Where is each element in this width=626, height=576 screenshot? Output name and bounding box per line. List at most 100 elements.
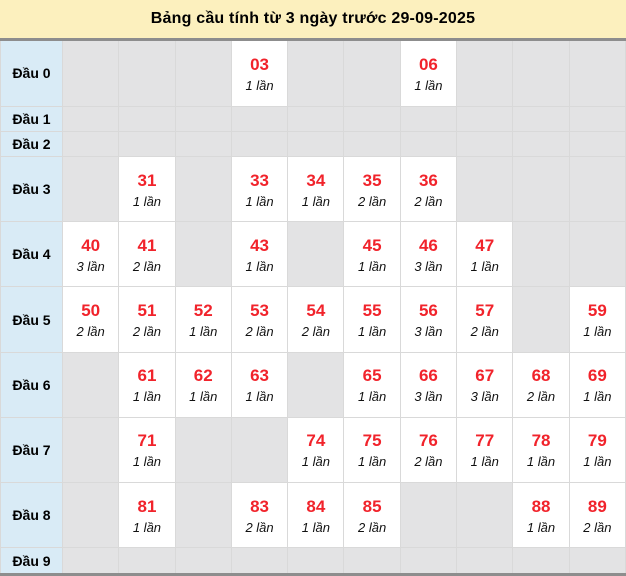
empty-cell	[399, 482, 458, 549]
cell-count: 1 lần	[470, 258, 499, 274]
empty-cell	[343, 39, 401, 107]
number-cell: 66 3 lần	[399, 351, 458, 418]
number-cell: 47 1 lần	[456, 221, 514, 288]
empty-cell	[61, 351, 120, 418]
empty-cell	[61, 105, 120, 132]
empty-cell	[512, 286, 570, 353]
cell-count: 1 lần	[189, 389, 218, 405]
cell-count: 2 lần	[414, 193, 443, 209]
cell-count: 1 lần	[358, 324, 387, 340]
number-cell: 67 3 lần	[456, 351, 514, 418]
number-cell: 78 1 lần	[512, 416, 570, 484]
empty-cell	[174, 416, 232, 484]
number-cell: 36 2 lần	[399, 156, 458, 223]
table-row: Đầu 2	[0, 130, 626, 158]
empty-cell	[230, 416, 289, 484]
row-label: Đầu 2	[0, 130, 63, 158]
number-cell: 83 2 lần	[230, 482, 289, 549]
number-cell: 63 1 lần	[230, 351, 289, 418]
empty-cell	[343, 130, 401, 158]
cell-count: 2 lần	[583, 519, 612, 535]
empty-cell	[174, 105, 232, 132]
row-label: Đầu 0	[0, 39, 63, 107]
cell-number: 53	[250, 301, 269, 321]
empty-cell	[61, 130, 120, 158]
cell-count: 1 lần	[245, 77, 274, 93]
empty-cell	[512, 156, 570, 223]
number-cell: 40 3 lần	[61, 221, 120, 288]
number-cell: 41 2 lần	[118, 221, 176, 288]
cell-count: 3 lần	[414, 389, 443, 405]
number-cell: 75 1 lần	[343, 416, 401, 484]
row-label: Đầu 4	[0, 221, 63, 288]
cell-number: 62	[193, 366, 213, 386]
empty-cell	[512, 130, 570, 158]
cell-number: 45	[362, 235, 382, 255]
empty-cell	[61, 156, 120, 223]
number-cell: 88 1 lần	[512, 482, 570, 549]
cau-table-body: Đầu 0 03 1 lần 06 1 lần Đầu 1 Đầu 2 Đầu 3 31 1 lầ…	[0, 39, 626, 575]
number-cell: 77 1 lần	[456, 416, 514, 484]
cell-number: 83	[250, 496, 269, 516]
number-cell: 84 1 lần	[287, 482, 345, 549]
number-cell: 54 2 lần	[287, 286, 345, 353]
empty-cell	[456, 547, 514, 575]
cell-number: 59	[587, 301, 607, 321]
row-label: Đầu 8	[0, 482, 63, 549]
cell-count: 2 lần	[245, 324, 274, 340]
cell-number: 66	[418, 366, 438, 386]
cell-count: 2 lần	[132, 324, 162, 340]
cell-count: 1 lần	[132, 389, 162, 405]
table-row: Đầu 0 03 1 lần 06 1 lần	[0, 39, 626, 107]
cell-count: 3 lần	[414, 324, 443, 340]
cell-number: 61	[137, 366, 157, 386]
cell-number: 55	[362, 301, 382, 321]
empty-cell	[174, 39, 232, 107]
cell-number: 65	[362, 366, 382, 386]
cell-count: 1 lần	[132, 193, 162, 209]
number-cell: 81 1 lần	[118, 482, 176, 549]
number-cell: 59 1 lần	[568, 286, 626, 353]
cell-number: 68	[531, 366, 551, 386]
empty-cell	[399, 105, 458, 132]
empty-cell	[512, 547, 570, 575]
empty-cell	[118, 39, 176, 107]
empty-cell	[174, 482, 232, 549]
table-row: Đầu 5 50 2 lần 51 2 lần 52 1 lần 53 2 lần 54 2 lần…	[0, 286, 626, 353]
cell-count: 1 lần	[245, 258, 274, 274]
empty-cell	[568, 547, 626, 575]
number-cell: 71 1 lần	[118, 416, 176, 484]
cell-number: 52	[193, 301, 213, 321]
empty-cell	[287, 221, 345, 288]
number-cell: 46 3 lần	[399, 221, 458, 288]
empty-cell	[568, 221, 626, 288]
empty-cell	[174, 221, 232, 288]
cell-count: 1 lần	[132, 519, 162, 535]
empty-cell	[61, 482, 120, 549]
empty-cell	[287, 547, 345, 575]
cell-number: 31	[137, 170, 157, 190]
cell-number: 35	[362, 170, 382, 190]
cell-count: 1 lần	[358, 258, 387, 274]
cell-count: 1 lần	[583, 389, 612, 405]
cell-count: 3 lần	[414, 258, 443, 274]
cell-number: 88	[531, 496, 551, 516]
row-label: Đầu 9	[0, 547, 63, 575]
cell-number: 57	[475, 301, 495, 321]
cell-count: 1 lần	[358, 454, 387, 470]
cell-number: 06	[418, 54, 438, 74]
cell-number: 67	[475, 366, 495, 386]
row-label: Đầu 1	[0, 105, 63, 132]
empty-cell	[174, 547, 232, 575]
cell-count: 1 lần	[470, 454, 499, 470]
cell-number: 74	[306, 431, 326, 451]
cell-count: 3 lần	[76, 258, 105, 274]
cell-count: 2 lần	[132, 258, 162, 274]
cell-count: 2 lần	[76, 324, 105, 340]
empty-cell	[456, 482, 514, 549]
number-cell: 53 2 lần	[230, 286, 289, 353]
cell-count: 2 lần	[526, 389, 556, 405]
cell-number: 84	[306, 496, 326, 516]
cell-count: 2 lần	[414, 454, 443, 470]
number-cell: 68 2 lần	[512, 351, 570, 418]
